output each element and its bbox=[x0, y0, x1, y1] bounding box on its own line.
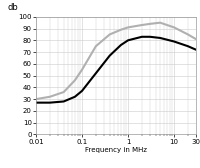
Text: db: db bbox=[7, 3, 18, 12]
X-axis label: Frequency in MHz: Frequency in MHz bbox=[85, 147, 147, 153]
